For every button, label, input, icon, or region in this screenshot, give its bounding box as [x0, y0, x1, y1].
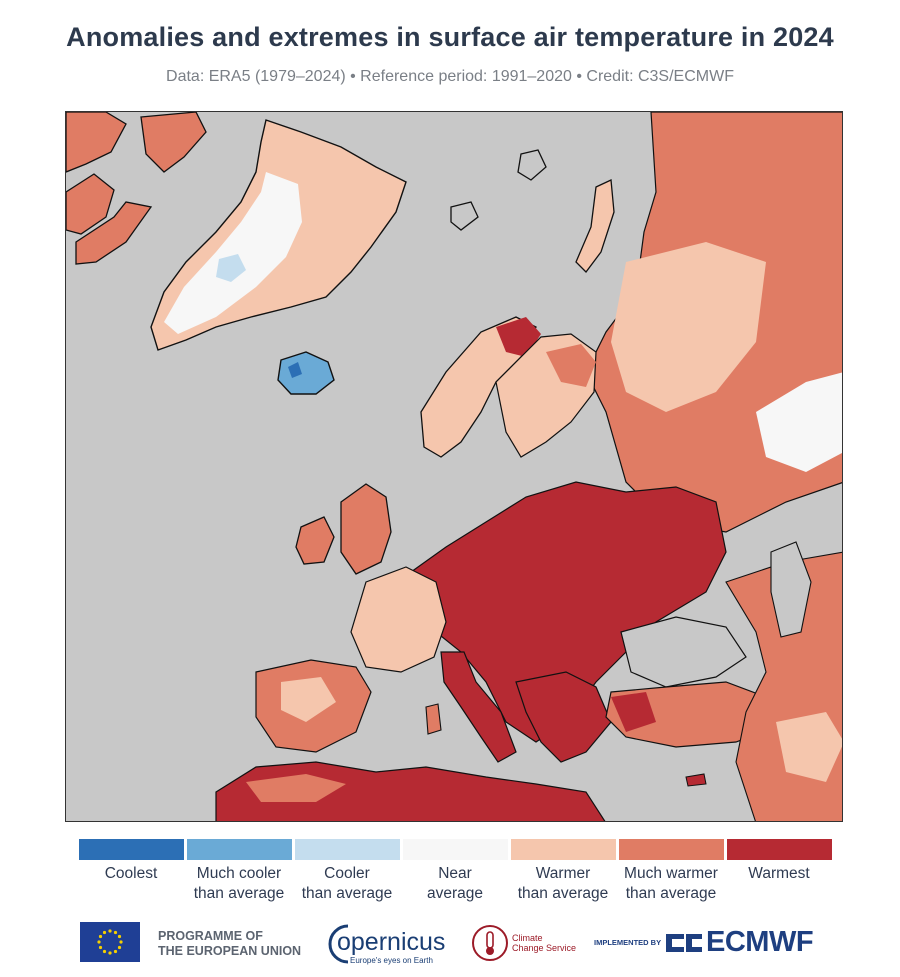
turkey-west-warmest	[611, 692, 656, 732]
legend-label-coolest: Coolest	[104, 865, 158, 882]
greenland-interior-near	[164, 172, 302, 334]
novaya-zemlya	[575, 179, 615, 273]
legend-swatch-warmer	[511, 839, 616, 860]
svalbard	[517, 149, 547, 181]
baffin-island	[75, 201, 153, 265]
legend-label-warmest: Warmest	[748, 865, 810, 882]
caspian-sea	[770, 541, 812, 638]
arctic-islands-left	[66, 112, 127, 173]
eu-stars-icon	[97, 929, 123, 955]
great-britain	[340, 483, 392, 575]
temperature-anomaly-map	[65, 111, 843, 822]
eu-flag-logo	[80, 922, 140, 962]
northern-norway-warmest	[496, 317, 541, 357]
chart-subtitle: Data: ERA5 (1979–2024) • Reference perio…	[166, 68, 734, 85]
franz-josef	[450, 201, 479, 231]
legend-swatch-coolest	[79, 839, 184, 860]
black-sea	[620, 616, 747, 688]
copernicus-logo-icon	[328, 924, 349, 964]
iceland-coolest	[288, 362, 302, 378]
legend-label-much-cooler: Much cooler than average	[193, 865, 285, 902]
italy	[440, 651, 517, 763]
finland-much-warmer	[546, 344, 596, 387]
map-svg	[66, 112, 842, 821]
legend-label-much-warmer: Much warmer than average	[624, 865, 718, 902]
copernicus-wordmark: opernicus	[337, 928, 446, 956]
c3s-logo-icon	[472, 925, 508, 961]
chart-title: Anomalies and extremes in surface air te…	[66, 22, 834, 52]
ecmwf-logo-icon	[666, 934, 702, 952]
balkans-greece	[515, 671, 612, 763]
legend-swatch-much-cooler	[187, 839, 292, 860]
greenland-cool-patch	[216, 254, 246, 282]
ecmwf-wordmark: ECMWF	[706, 926, 814, 958]
legend-label-near-average: Near average	[426, 865, 483, 902]
russia-near-average	[756, 372, 842, 472]
legend-swatch-cooler	[295, 839, 400, 860]
iceland	[277, 351, 335, 395]
north-africa-much-warmer	[246, 774, 346, 802]
france	[350, 566, 447, 673]
c3s-wordmark: Climate Change Service	[512, 933, 577, 953]
ireland	[295, 516, 335, 565]
arctic-island-2	[140, 112, 207, 173]
copernicus-tagline: Europe's eyes on Earth	[350, 956, 433, 965]
cyprus	[685, 773, 707, 787]
footer-logos: PROGRAMME OF THE EUROPEAN UNION opernicu…	[0, 918, 900, 977]
legend-swatch-near-average	[403, 839, 508, 860]
legend: Coolest Much cooler than average Cooler th…	[79, 839, 832, 919]
legend-label-warmer: Warmer than average	[517, 865, 609, 902]
sardinia	[425, 703, 442, 735]
legend-label-cooler: Cooler than average	[301, 865, 393, 902]
iberia-warmer	[281, 677, 336, 722]
middle-east-warmer	[776, 712, 842, 782]
legend-swatch-warmest	[727, 839, 832, 860]
canada-coast	[66, 173, 115, 235]
russia-warmer-band	[611, 242, 766, 412]
programme-text: PROGRAMME OF THE EUROPEAN UNION	[158, 929, 302, 958]
legend-swatch-much-warmer	[619, 839, 724, 860]
implemented-by-text: IMPLEMENTED BY	[594, 938, 662, 947]
